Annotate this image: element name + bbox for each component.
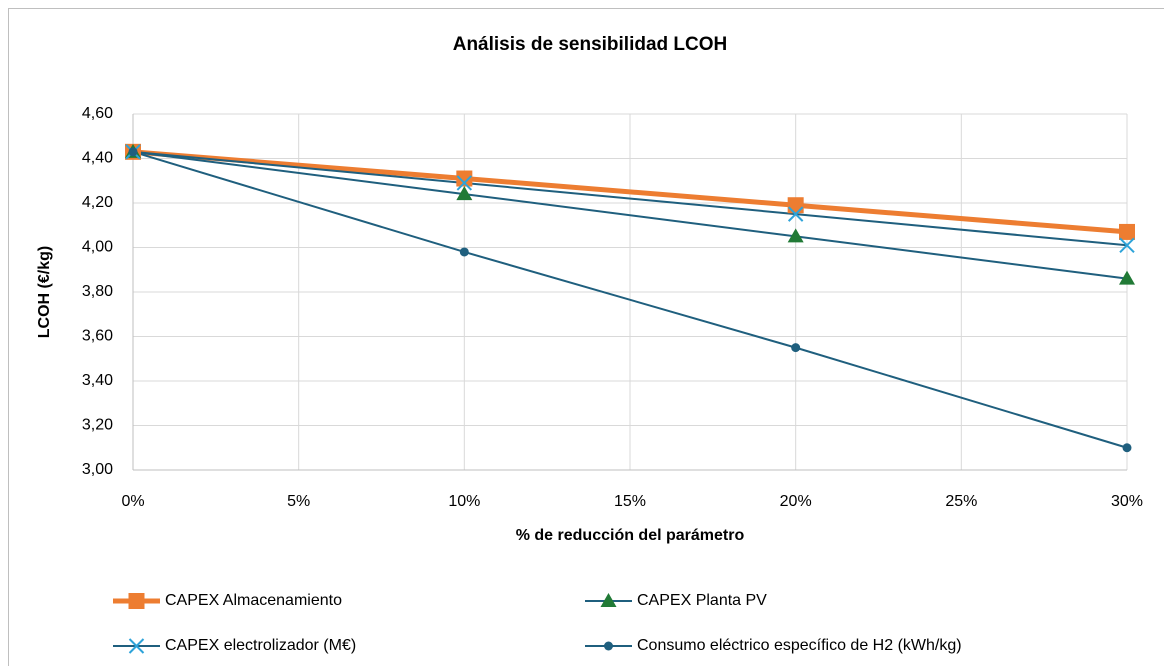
data-point	[456, 175, 473, 191]
chart-border	[8, 8, 1164, 666]
y-tick-label: 4,20	[82, 194, 113, 211]
data-point	[1119, 223, 1135, 240]
x-tick-label: 10%	[448, 493, 480, 510]
data-point	[456, 170, 473, 187]
x-axis-title: % de reducción del parámetro	[516, 527, 745, 544]
data-point	[1119, 237, 1135, 253]
chart-title: Análisis de sensibilidad LCOH	[453, 34, 728, 55]
series-line	[132, 150, 1128, 280]
series-line	[132, 150, 1128, 247]
data-point	[128, 147, 138, 157]
y-tick-label: 4,00	[82, 239, 113, 256]
y-tick-label: 4,40	[82, 150, 113, 167]
x-tick-label: 15%	[614, 493, 646, 510]
x-tick-label: 20%	[780, 493, 812, 510]
data-point	[787, 206, 804, 222]
data-point	[1122, 443, 1132, 453]
legend-marker	[600, 593, 617, 607]
y-tick-label: 3,00	[82, 461, 113, 478]
x-tick-label: 5%	[287, 493, 310, 510]
series-line	[132, 150, 1128, 449]
data-point	[459, 247, 469, 257]
legend-label: CAPEX Almacenamiento	[165, 592, 342, 609]
y-tick-label: 3,40	[82, 372, 113, 389]
y-tick-label: 4,60	[82, 105, 113, 122]
legend-marker	[604, 641, 613, 651]
y-tick-label: 3,20	[82, 417, 113, 434]
y-tick-label: 3,60	[82, 328, 113, 345]
data-point	[787, 197, 804, 214]
legend-label: Consumo eléctrico específico de H2 (kWh/…	[637, 637, 962, 654]
legend-marker	[128, 593, 145, 609]
x-tick-label: 0%	[121, 493, 144, 510]
x-tick-label: 25%	[945, 493, 977, 510]
data-point	[787, 228, 804, 243]
series-line	[132, 149, 1128, 235]
legend-marker	[128, 638, 145, 654]
legend-label: CAPEX Planta PV	[637, 592, 767, 609]
legend-label: CAPEX electrolizador (M€)	[165, 637, 356, 654]
data-point	[791, 343, 801, 353]
x-tick-label: 30%	[1111, 493, 1143, 510]
y-axis-title: LCOH (€/kg)	[36, 246, 53, 338]
data-point	[456, 186, 473, 201]
data-point	[1119, 270, 1135, 285]
y-tick-label: 3,80	[82, 283, 113, 300]
